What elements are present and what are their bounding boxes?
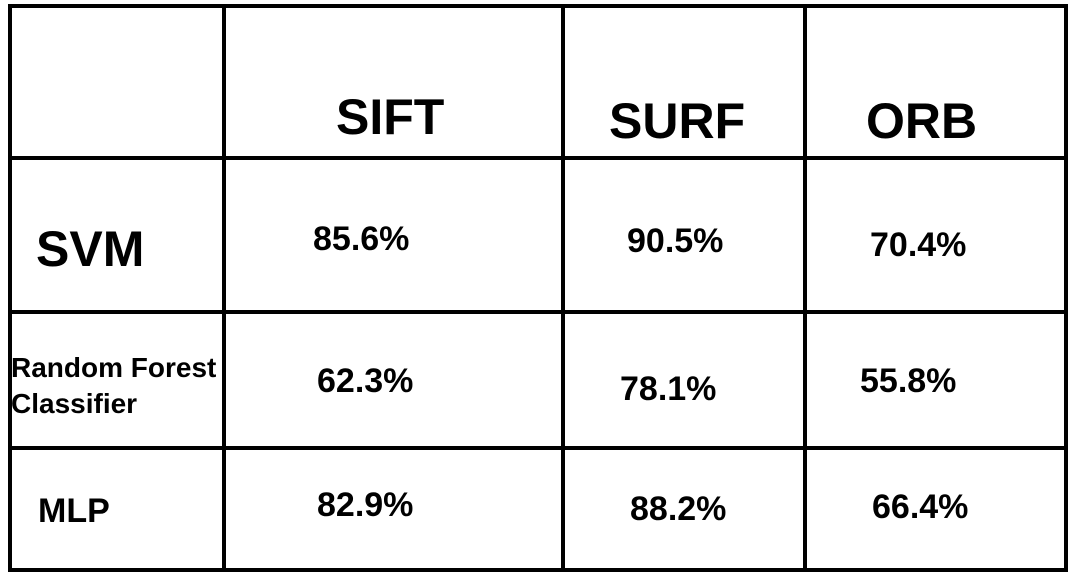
value-rf-sift: 62.3% (317, 362, 414, 400)
column-header-sift: SIFT (336, 89, 445, 145)
value-mlp-sift: 82.9% (317, 486, 414, 524)
column-divider (803, 6, 807, 572)
row-divider (8, 310, 1068, 314)
value-rf-surf: 78.1% (620, 370, 717, 408)
column-header-orb: ORB (866, 93, 978, 149)
value-svm-sift: 85.6% (313, 220, 410, 258)
table-border-left (8, 6, 12, 572)
row-label-random-forest-classifier: Random Forest Classifier (11, 352, 217, 420)
value-mlp-orb: 66.4% (872, 488, 969, 526)
value-svm-orb: 70.4% (870, 226, 967, 264)
row-label-svm: SVM (36, 221, 145, 277)
value-rf-orb: 55.8% (860, 362, 957, 400)
row-divider (8, 446, 1068, 450)
column-divider (561, 6, 565, 572)
value-mlp-surf: 88.2% (630, 490, 727, 528)
column-header-surf: SURF (609, 93, 746, 149)
value-svm-surf: 90.5% (627, 222, 724, 260)
table-border-right (1064, 6, 1068, 572)
row-label-mlp: MLP (38, 492, 110, 530)
table-border-bottom (8, 568, 1068, 572)
table-border-top (8, 4, 1068, 8)
column-divider (222, 6, 226, 572)
row-divider (8, 156, 1068, 160)
